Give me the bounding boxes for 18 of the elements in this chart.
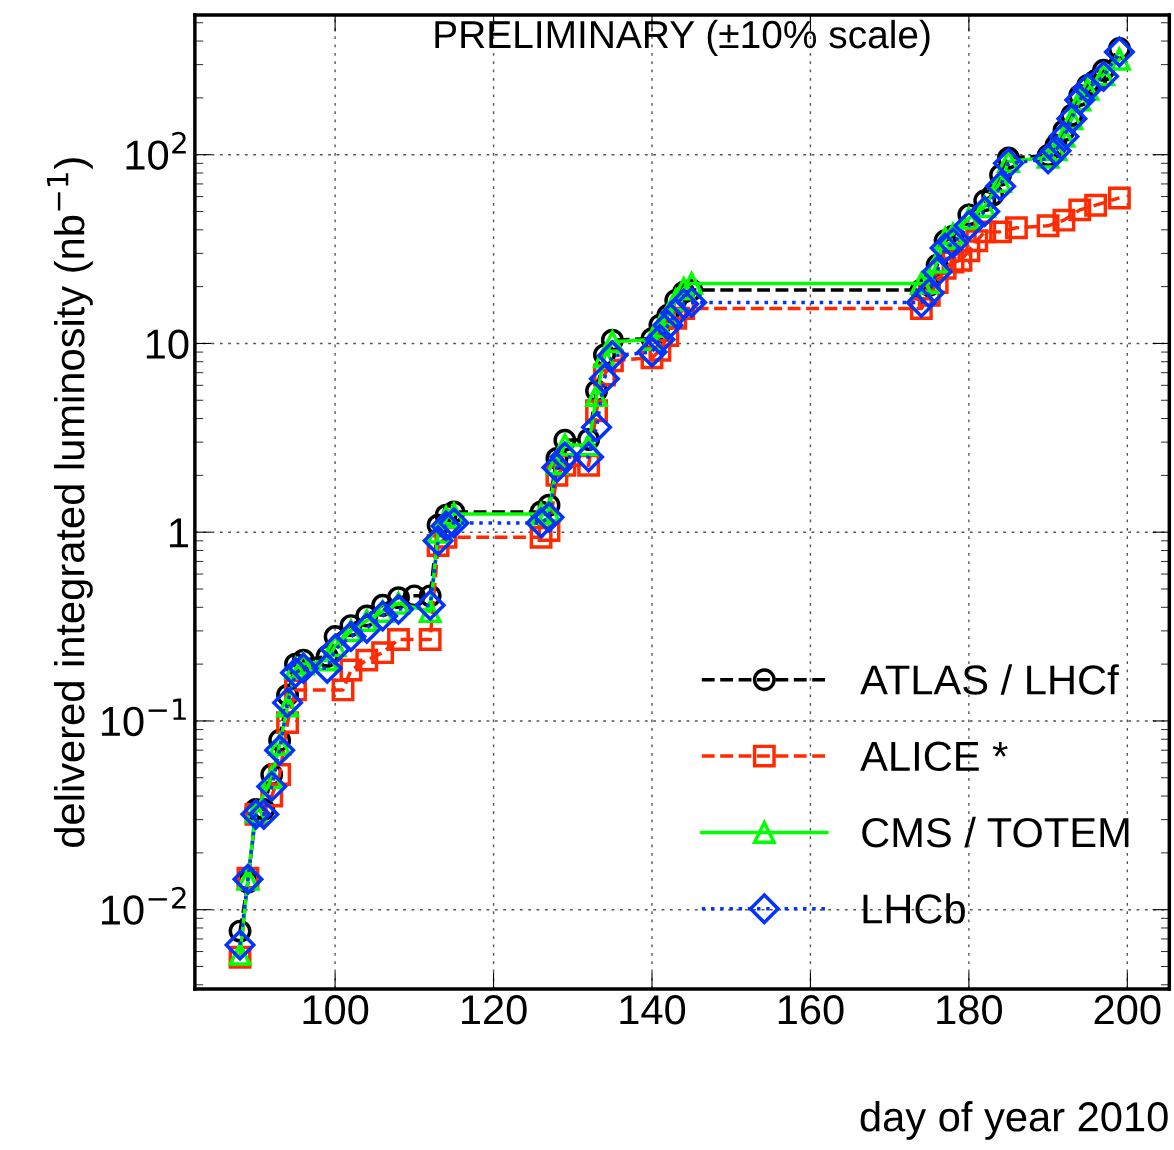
- x-tick-label: 160: [778, 994, 844, 1025]
- legend-label: LHCb: [863, 893, 965, 924]
- y-tick-label: 10$^{−2}$: [101, 886, 186, 925]
- y-tick-label: 10$^{−1}$: [101, 698, 186, 737]
- legend-label: ALICE *: [860, 741, 1008, 772]
- x-axis-title: day of year 2010: [860, 1101, 1168, 1140]
- y-axis-title: delivered integrated luminosity (nb$^{−1}$): [46, 158, 93, 847]
- x-tick-label: 200: [1094, 994, 1161, 1025]
- x-tick-label: 180: [937, 994, 1003, 1025]
- legend-label: ATLAS / LHCf: [860, 664, 1119, 695]
- y-tick-label: 1: [170, 518, 188, 548]
- x-tick-label: 100: [303, 994, 369, 1025]
- x-tick-label: 140: [620, 994, 686, 1025]
- y-tick-label: 10: [146, 329, 189, 359]
- x-tick-label: 120: [461, 994, 527, 1025]
- annotation: PRELIMINARY (±10% scale): [435, 19, 930, 57]
- legend-label: CMS / TOTEM: [862, 816, 1129, 848]
- y-tick-label: 10$^{2}$: [126, 131, 186, 170]
